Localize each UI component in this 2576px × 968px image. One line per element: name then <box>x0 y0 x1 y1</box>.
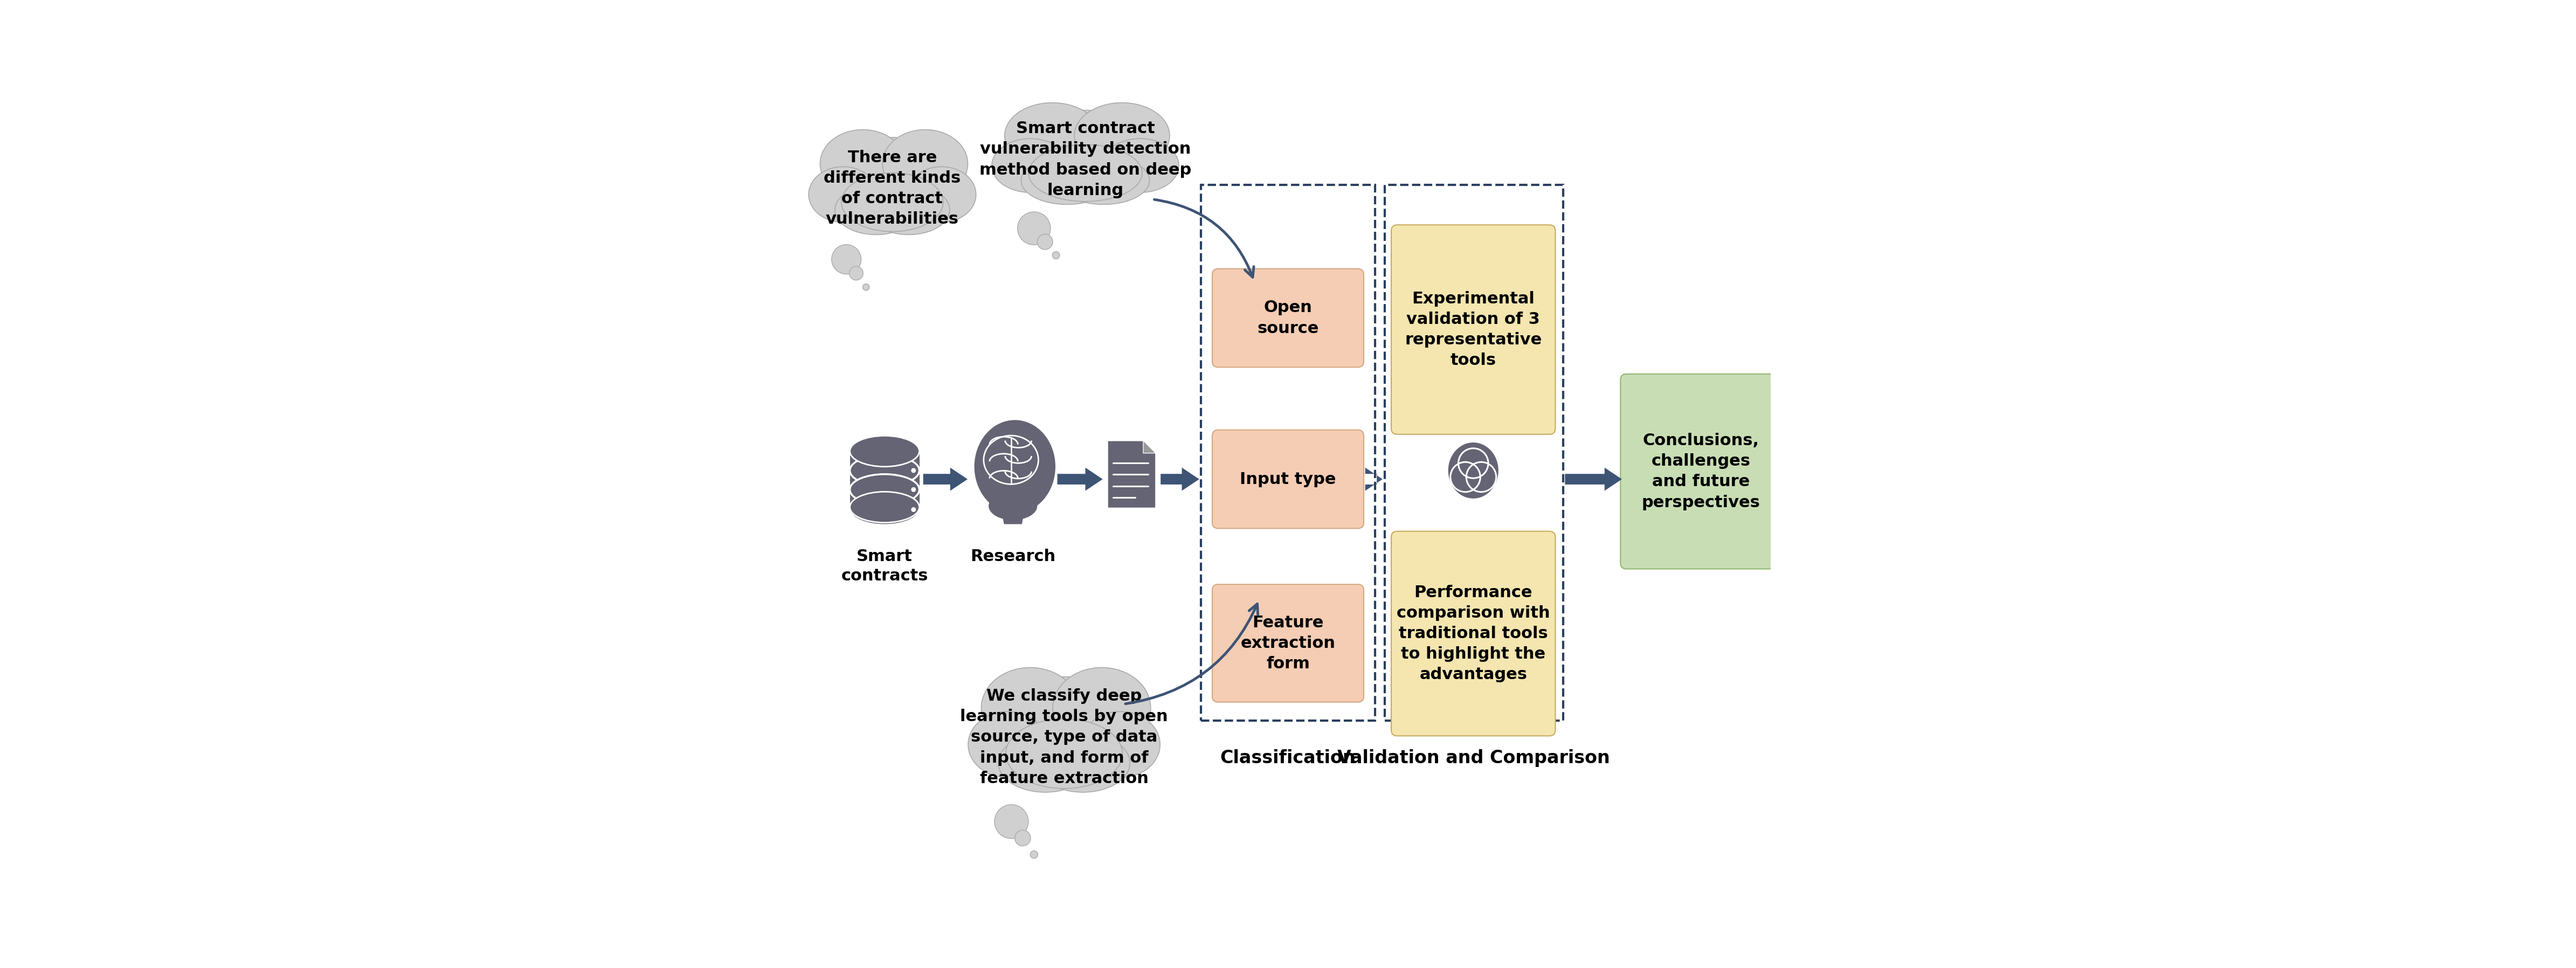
Ellipse shape <box>850 436 920 467</box>
Ellipse shape <box>1059 157 1149 204</box>
Ellipse shape <box>969 711 1048 777</box>
Circle shape <box>994 804 1028 838</box>
Ellipse shape <box>850 492 920 523</box>
Circle shape <box>832 245 860 274</box>
Ellipse shape <box>809 166 878 223</box>
Ellipse shape <box>819 130 904 197</box>
Text: Performance
comparison with
traditional tools
to highlight the
advantages: Performance comparison with traditional … <box>1396 585 1551 682</box>
Polygon shape <box>922 468 969 491</box>
FancyBboxPatch shape <box>1620 374 1783 569</box>
Ellipse shape <box>974 420 1056 513</box>
Polygon shape <box>1365 468 1383 491</box>
Ellipse shape <box>884 130 969 197</box>
FancyBboxPatch shape <box>1391 531 1556 736</box>
Text: We classify deep
learning tools by open
source, type of data
input, and form of
: We classify deep learning tools by open … <box>961 688 1167 786</box>
Ellipse shape <box>1082 711 1159 777</box>
Ellipse shape <box>850 455 920 486</box>
Text: Experimental
validation of 3
representative
tools: Experimental validation of 3 representat… <box>1404 291 1543 368</box>
Text: Validation and Comparison: Validation and Comparison <box>1337 749 1610 768</box>
Ellipse shape <box>907 166 976 223</box>
Circle shape <box>912 507 917 512</box>
Circle shape <box>850 266 863 280</box>
FancyBboxPatch shape <box>1213 585 1363 702</box>
FancyBboxPatch shape <box>1213 269 1363 367</box>
Ellipse shape <box>1036 734 1131 792</box>
Text: Smart
contracts: Smart contracts <box>842 549 927 584</box>
FancyBboxPatch shape <box>1213 430 1363 529</box>
Ellipse shape <box>981 668 1079 748</box>
Ellipse shape <box>1020 157 1113 204</box>
Ellipse shape <box>989 492 1038 520</box>
Ellipse shape <box>999 734 1092 792</box>
Text: Smart contract
vulnerability detection
method based on deep
learning: Smart contract vulnerability detection m… <box>979 121 1190 198</box>
Polygon shape <box>1056 468 1103 491</box>
Ellipse shape <box>1448 442 1499 499</box>
Polygon shape <box>1002 512 1025 524</box>
Polygon shape <box>1162 468 1200 491</box>
Ellipse shape <box>1054 668 1151 748</box>
Text: Feature
extraction
form: Feature extraction form <box>1242 615 1334 672</box>
Ellipse shape <box>842 173 943 231</box>
Text: Research: Research <box>971 549 1056 564</box>
Circle shape <box>1030 851 1038 859</box>
Ellipse shape <box>1074 103 1170 168</box>
Ellipse shape <box>992 138 1069 193</box>
Bar <box>1383 185 1564 720</box>
Ellipse shape <box>997 677 1131 783</box>
Ellipse shape <box>868 185 951 234</box>
Ellipse shape <box>835 185 917 234</box>
Circle shape <box>912 487 917 492</box>
Polygon shape <box>850 451 920 507</box>
Ellipse shape <box>850 474 920 505</box>
Ellipse shape <box>850 494 920 525</box>
Circle shape <box>1018 212 1051 245</box>
Ellipse shape <box>1103 138 1180 193</box>
Polygon shape <box>1108 440 1157 508</box>
Text: Classification: Classification <box>1221 749 1355 768</box>
Polygon shape <box>1566 468 1623 491</box>
Circle shape <box>1038 234 1054 250</box>
Ellipse shape <box>1005 719 1123 789</box>
Bar <box>1200 185 1376 720</box>
FancyBboxPatch shape <box>1391 225 1556 435</box>
Polygon shape <box>1144 440 1157 453</box>
Ellipse shape <box>1005 103 1100 168</box>
Text: There are
different kinds
of contract
vulnerabilities: There are different kinds of contract vu… <box>824 150 961 227</box>
Text: Input type: Input type <box>1239 471 1337 487</box>
Text: Open
source: Open source <box>1257 300 1319 336</box>
Circle shape <box>863 284 868 290</box>
Circle shape <box>1015 831 1030 846</box>
Ellipse shape <box>832 137 951 227</box>
Circle shape <box>1054 252 1059 259</box>
Text: Conclusions,
challenges
and future
perspectives: Conclusions, challenges and future persp… <box>1641 433 1759 510</box>
Circle shape <box>912 469 917 473</box>
Ellipse shape <box>1020 110 1151 197</box>
Ellipse shape <box>1028 144 1141 201</box>
